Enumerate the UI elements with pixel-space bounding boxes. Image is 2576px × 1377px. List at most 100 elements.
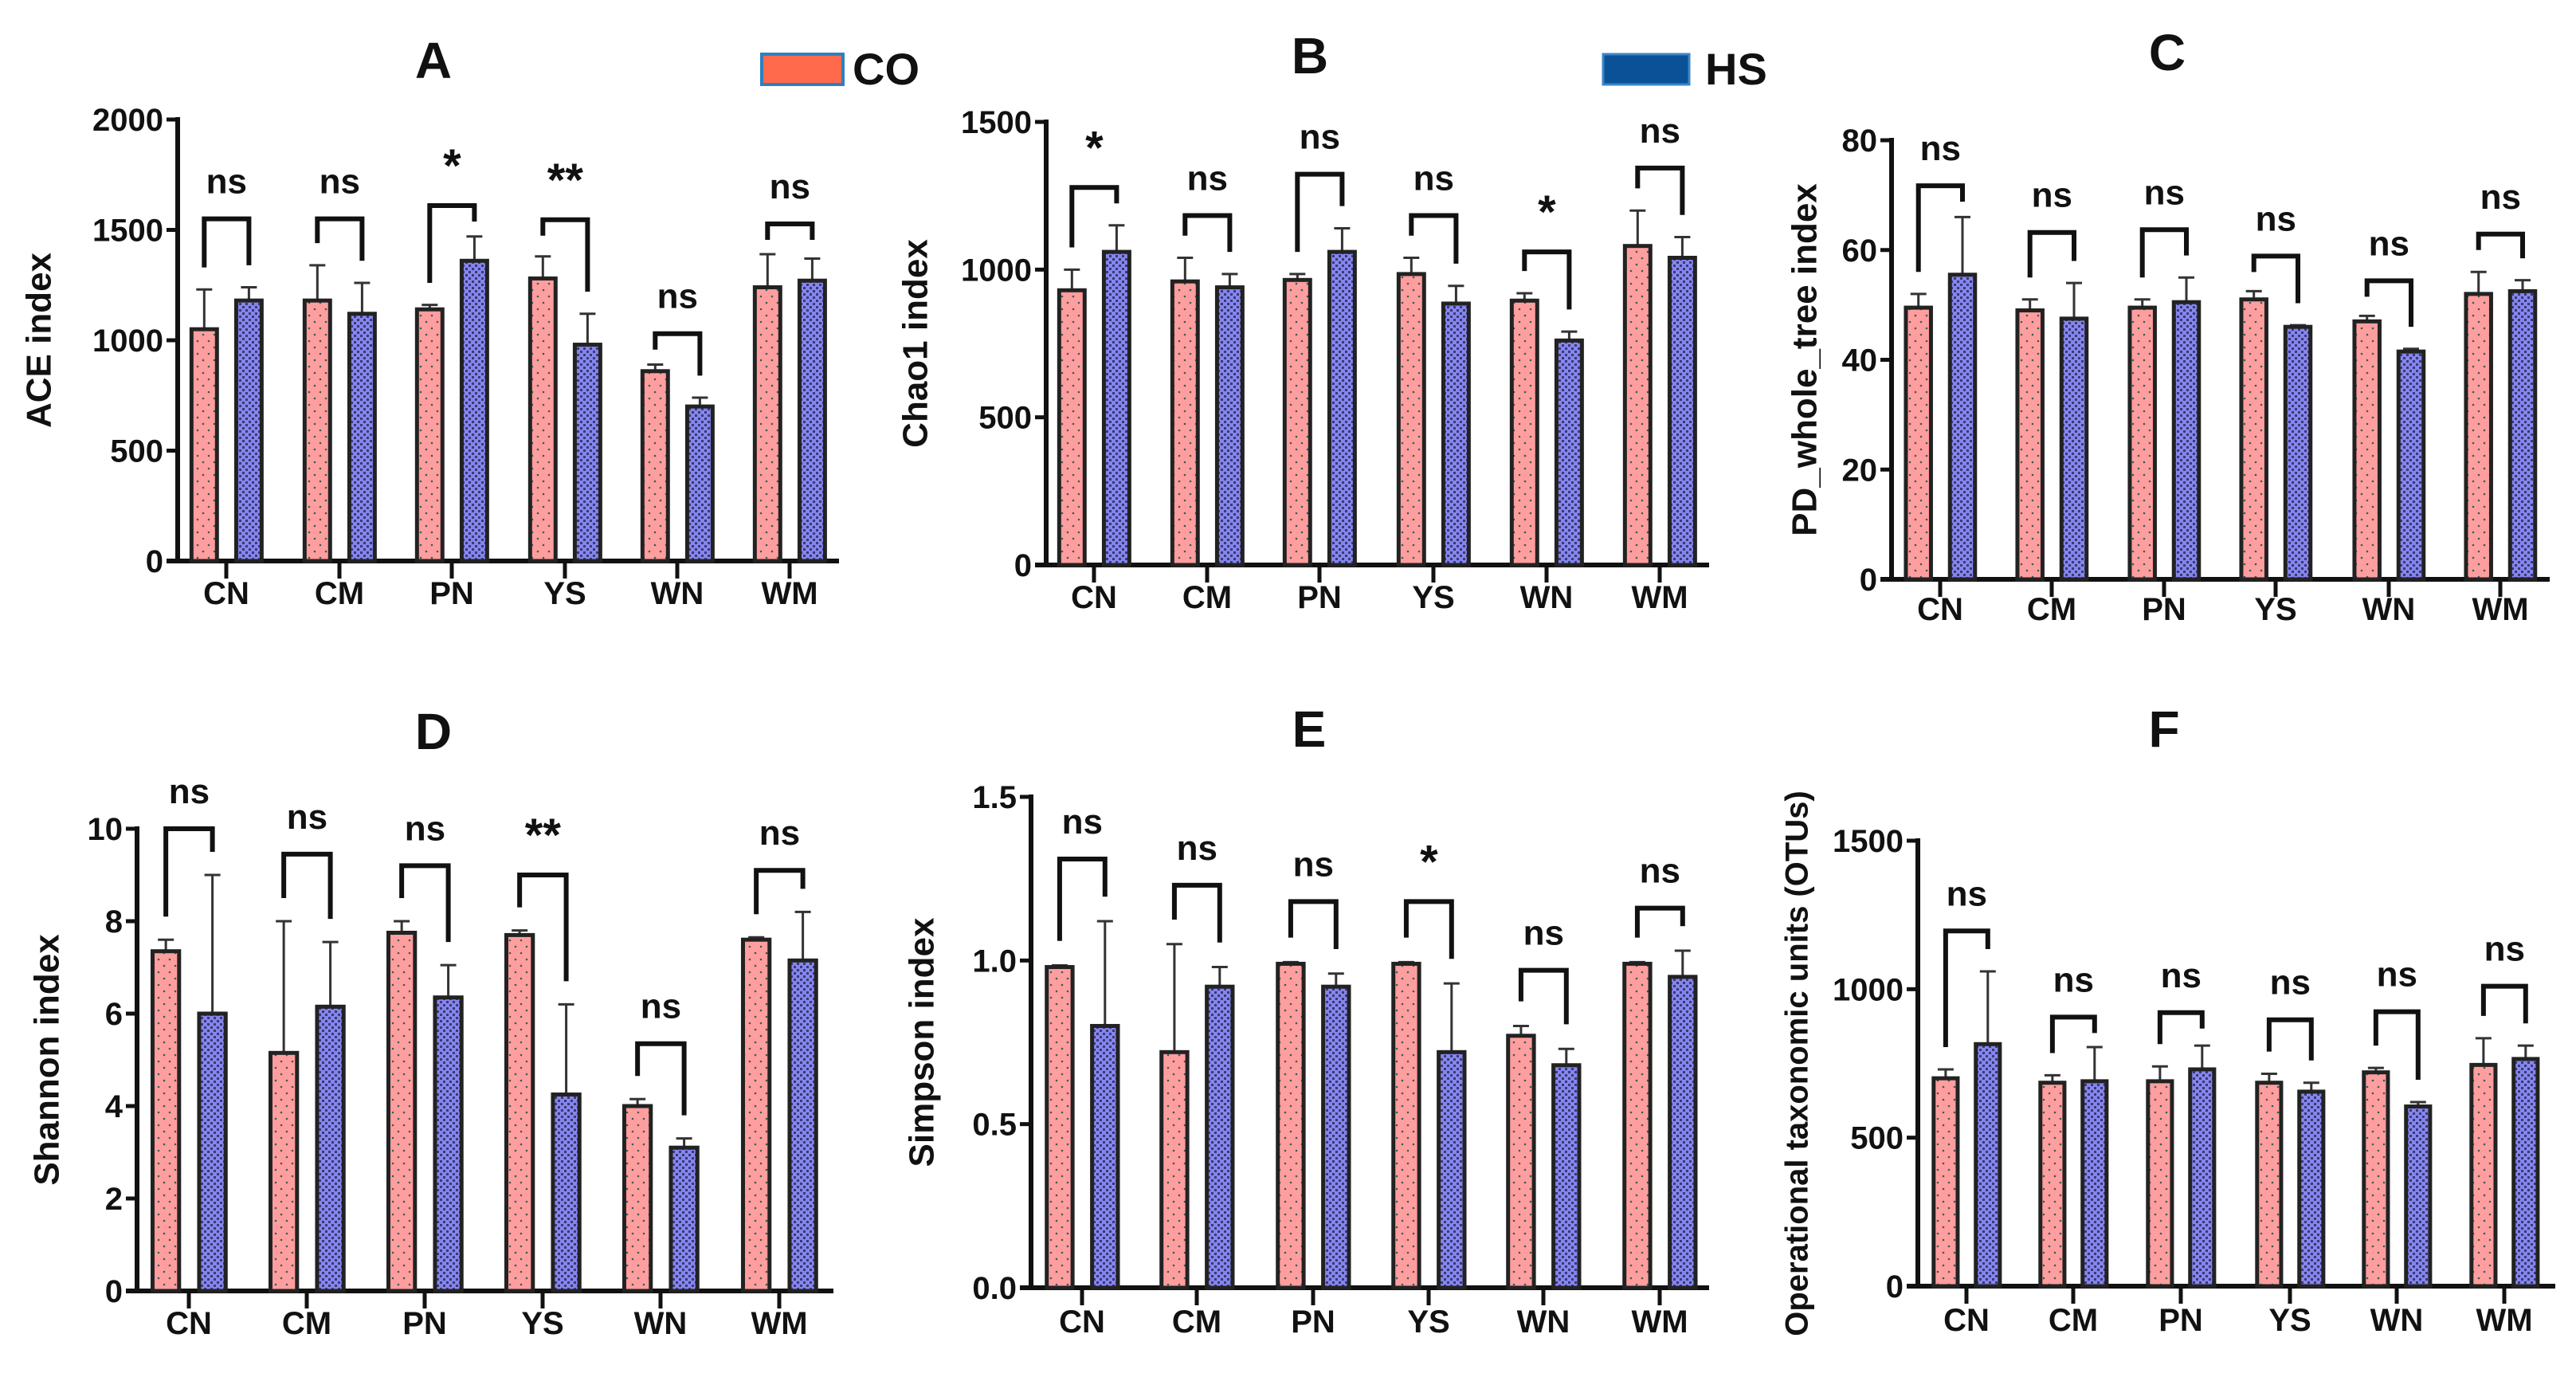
bar-co bbox=[268, 1050, 300, 1293]
x-tick-label: YS bbox=[1407, 1304, 1449, 1340]
x-tick-label: PN bbox=[2158, 1303, 2203, 1338]
bar-co bbox=[1159, 1049, 1190, 1290]
bar-co bbox=[386, 931, 418, 1293]
panel-title: C bbox=[2149, 24, 2186, 81]
bar-hs bbox=[1441, 301, 1471, 567]
significance-label: ns bbox=[2256, 199, 2296, 238]
significance-bracket bbox=[2157, 1010, 2205, 1045]
y-tick-label: 500 bbox=[1850, 1121, 1904, 1156]
bar-hs bbox=[2171, 300, 2202, 582]
y-tick-label: 40 bbox=[1842, 343, 1878, 379]
legend-swatch-co bbox=[760, 53, 845, 86]
x-tick-label: WN bbox=[2362, 592, 2416, 627]
significance-bracket bbox=[1635, 165, 1685, 215]
bar-hs bbox=[1101, 249, 1131, 567]
bar-hs bbox=[197, 1011, 228, 1293]
y-tick-label: 0.5 bbox=[972, 1108, 1017, 1143]
bar-co bbox=[150, 949, 182, 1293]
panel-b: B Chao1 index 0 500 1000 1500 CN * CM ns PN ns YS ns W… bbox=[896, 27, 1709, 615]
significance-label: ns bbox=[1947, 874, 1987, 913]
x-tick-label: PN bbox=[429, 576, 474, 611]
x-tick-label: CM bbox=[315, 576, 364, 611]
significance-bracket bbox=[2027, 230, 2076, 278]
significance-label: ns bbox=[2484, 930, 2525, 969]
y-tick-label: 1000 bbox=[92, 324, 163, 359]
x-tick-label: CN bbox=[203, 576, 249, 611]
bar-hs bbox=[2511, 1057, 2540, 1289]
significance-bracket bbox=[1518, 967, 1569, 1025]
y-tick-label: 0.0 bbox=[972, 1271, 1017, 1306]
significance-bracket bbox=[653, 331, 703, 376]
bar-hs bbox=[1668, 975, 1698, 1290]
significance-label: ns bbox=[2032, 176, 2072, 215]
x-tick-label: PN bbox=[2142, 592, 2186, 627]
bar-co bbox=[1931, 1076, 1960, 1289]
bar-hs bbox=[1554, 338, 1584, 567]
legend-swatch-hs bbox=[1602, 53, 1691, 86]
bar-hs bbox=[684, 404, 715, 563]
significance-label: ns bbox=[1523, 914, 1564, 953]
significance-bracket bbox=[2251, 253, 2300, 304]
x-tick-label: CM bbox=[2027, 592, 2076, 627]
significance-label: ns bbox=[1640, 852, 1680, 891]
significance-bracket bbox=[315, 216, 365, 261]
y-tick-label: 0 bbox=[1014, 548, 1032, 583]
bar-co bbox=[1506, 1034, 1536, 1290]
x-tick-label: WM bbox=[1631, 1304, 1688, 1340]
legend-label-co: CO bbox=[853, 44, 919, 94]
y-tick-label: 1000 bbox=[961, 253, 1032, 288]
significance-bracket bbox=[2049, 1014, 2097, 1053]
bar-co bbox=[1170, 279, 1200, 567]
bar-co bbox=[752, 285, 782, 563]
x-tick-label: CN bbox=[1071, 580, 1117, 615]
legend: CO HS bbox=[760, 44, 1767, 94]
significance-bracket bbox=[1057, 857, 1108, 941]
bar-co bbox=[2146, 1079, 2174, 1289]
significance-label: ns bbox=[1300, 118, 1340, 157]
x-tick-label: WM bbox=[2472, 592, 2528, 627]
bar-hs bbox=[459, 258, 489, 563]
bar-hs bbox=[797, 278, 827, 563]
x-tick-label: WM bbox=[751, 1306, 807, 1341]
bar-hs bbox=[1205, 984, 1235, 1290]
bar-co bbox=[1509, 298, 1539, 567]
bar-hs bbox=[1947, 273, 1978, 582]
bar-hs bbox=[315, 1004, 346, 1293]
significance-label: ns bbox=[2270, 963, 2311, 1002]
x-tick-label: CN bbox=[1943, 1303, 1990, 1338]
panel-c: C PD_whole_tree index 0 20 40 60 80 CN ns CM ns PN n… bbox=[1786, 24, 2550, 627]
bar-hs bbox=[1974, 1042, 2002, 1289]
bar-hs bbox=[2283, 324, 2313, 582]
significance-label: ns bbox=[641, 987, 681, 1026]
significance-bracket bbox=[2364, 278, 2413, 328]
bar-hs bbox=[2404, 1104, 2433, 1289]
bar-co bbox=[1396, 272, 1426, 567]
bar-hs bbox=[1437, 1049, 1467, 1290]
y-tick-label: 1500 bbox=[92, 214, 163, 249]
bar-co bbox=[2015, 308, 2045, 582]
bar-co bbox=[621, 1104, 653, 1293]
bar-hs bbox=[1551, 1063, 1582, 1290]
y-axis-label: Shannon index bbox=[28, 934, 67, 1186]
bar-hs bbox=[233, 298, 264, 563]
bar-hs bbox=[1667, 256, 1697, 567]
significance-label: ns bbox=[1187, 159, 1228, 198]
bar-co bbox=[504, 932, 535, 1293]
significance-bracket bbox=[1915, 183, 1965, 273]
y-tick-label: 500 bbox=[110, 434, 163, 469]
significance-bracket bbox=[1288, 899, 1339, 949]
x-tick-label: WM bbox=[2476, 1303, 2532, 1338]
significance-bracket bbox=[163, 826, 215, 917]
bar-co bbox=[2239, 297, 2268, 582]
y-tick-label: 8 bbox=[105, 904, 123, 940]
x-tick-label: WM bbox=[761, 576, 817, 611]
y-tick-label: 4 bbox=[105, 1089, 124, 1124]
significance-label: ns bbox=[2161, 956, 2202, 995]
panel-title: A bbox=[415, 32, 452, 89]
significance-label: ns bbox=[1640, 112, 1680, 151]
significance-label: ns bbox=[2053, 960, 2094, 999]
x-tick-label: YS bbox=[2254, 592, 2296, 627]
bar-hs bbox=[1214, 285, 1245, 567]
bar-co bbox=[302, 298, 332, 563]
